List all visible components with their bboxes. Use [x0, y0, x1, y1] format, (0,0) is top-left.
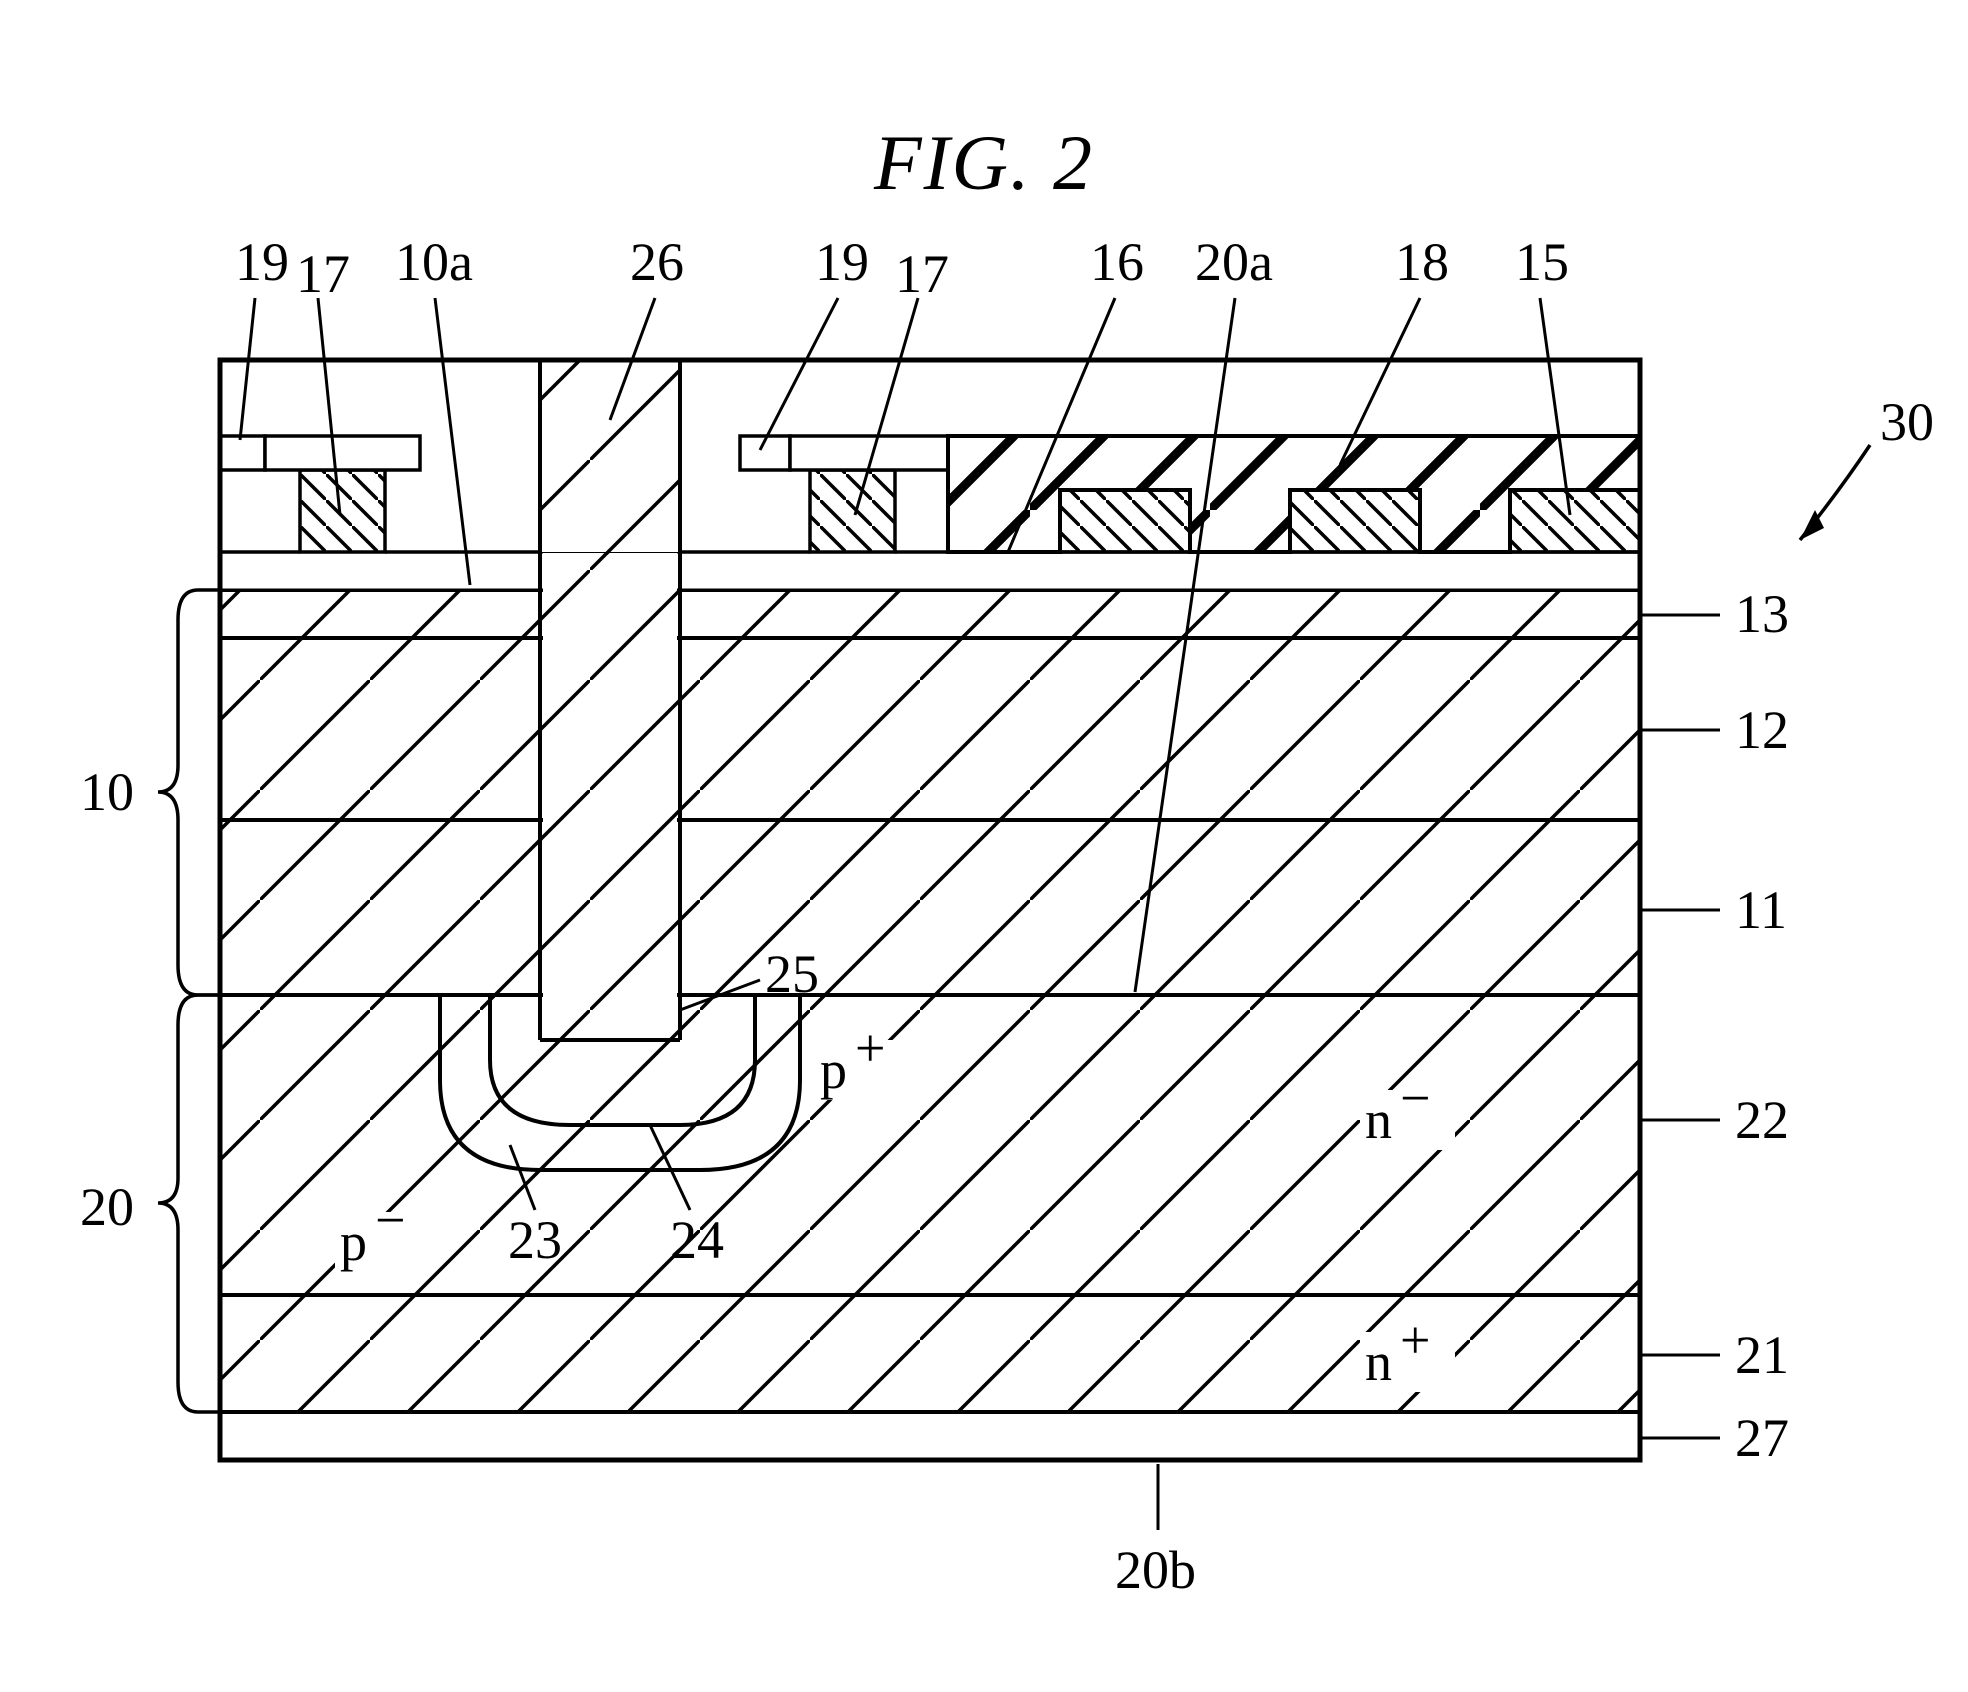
label-24: 24	[670, 1210, 724, 1270]
label-11: 11	[1735, 880, 1787, 940]
svg-text:n: n	[1365, 1090, 1392, 1150]
label-17b: 17	[895, 244, 949, 304]
svg-text:+: +	[855, 1018, 885, 1078]
svg-text:−: −	[1400, 1068, 1430, 1128]
brace-20	[158, 995, 218, 1412]
arrow-30	[1800, 445, 1870, 540]
brace-10	[158, 590, 218, 995]
label-20b: 20b	[1115, 1540, 1196, 1600]
label-13: 13	[1735, 584, 1789, 644]
figure-title: FIG. 2	[40, 118, 1928, 208]
label-27: 27	[1735, 1408, 1789, 1468]
figure-container: FIG. 2	[40, 40, 1928, 1652]
svg-text:n: n	[1365, 1332, 1392, 1392]
svg-text:p: p	[820, 1040, 847, 1100]
label-25: 25	[765, 944, 819, 1004]
label-15: 15	[1515, 240, 1569, 292]
label-23: 23	[508, 1210, 562, 1270]
svg-text:p: p	[340, 1212, 367, 1272]
label-10: 10	[80, 762, 134, 822]
label-16: 16	[1090, 240, 1144, 292]
svg-text:−: −	[375, 1190, 405, 1250]
label-20: 20	[80, 1177, 134, 1237]
label-22: 22	[1735, 1090, 1789, 1150]
label-19: 19	[235, 240, 289, 292]
label-26: 26	[630, 240, 684, 292]
label-12: 12	[1735, 700, 1789, 760]
label-10a: 10a	[395, 240, 473, 292]
label-18: 18	[1395, 240, 1449, 292]
cross-section-diagram: 19 17 10a 26 19 17 16 20a 18 15	[40, 240, 1968, 1640]
label-19b: 19	[815, 240, 869, 292]
svg-text:+: +	[1400, 1310, 1430, 1370]
label-30: 30	[1880, 392, 1934, 452]
label-17: 17	[296, 244, 350, 304]
label-20a: 20a	[1195, 240, 1273, 292]
label-21: 21	[1735, 1325, 1789, 1385]
